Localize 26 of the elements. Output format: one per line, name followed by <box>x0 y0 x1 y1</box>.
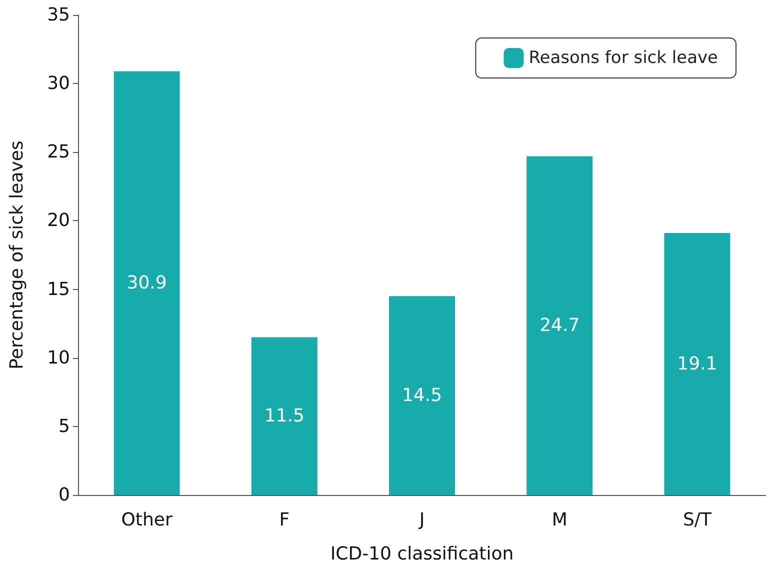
data-label: 11.5 <box>264 406 304 427</box>
y-tick-label: 10 <box>47 347 70 368</box>
y-tick-label: 25 <box>47 142 70 163</box>
data-label: 14.5 <box>402 385 442 406</box>
data-label: 19.1 <box>677 354 718 375</box>
bar <box>114 71 180 495</box>
y-tick-label: 35 <box>47 4 70 26</box>
data-label: 24.7 <box>540 315 580 336</box>
bar <box>389 296 455 495</box>
bar <box>526 156 593 495</box>
x-tick-label: M <box>552 510 568 530</box>
x-tick-label: S/T <box>682 510 712 530</box>
x-tick-label: F <box>279 510 290 530</box>
y-tick-label: 20 <box>47 210 70 232</box>
x-tick-label: Other <box>121 510 173 530</box>
legend-label: Reasons for sick leave <box>528 48 718 68</box>
bar <box>664 233 730 495</box>
bar <box>251 337 318 495</box>
y-tick-label: 5 <box>58 416 70 437</box>
y-axis-title: Percentage of sick leaves <box>6 140 28 370</box>
x-tick-label: J <box>418 510 425 530</box>
y-tick-label: 15 <box>47 278 70 300</box>
data-label: 30.9 <box>126 272 167 294</box>
x-axis-title: ICD-10 classification <box>330 544 514 564</box>
y-tick-label: 30 <box>47 73 70 94</box>
y-tick-label: 0 <box>58 484 70 506</box>
